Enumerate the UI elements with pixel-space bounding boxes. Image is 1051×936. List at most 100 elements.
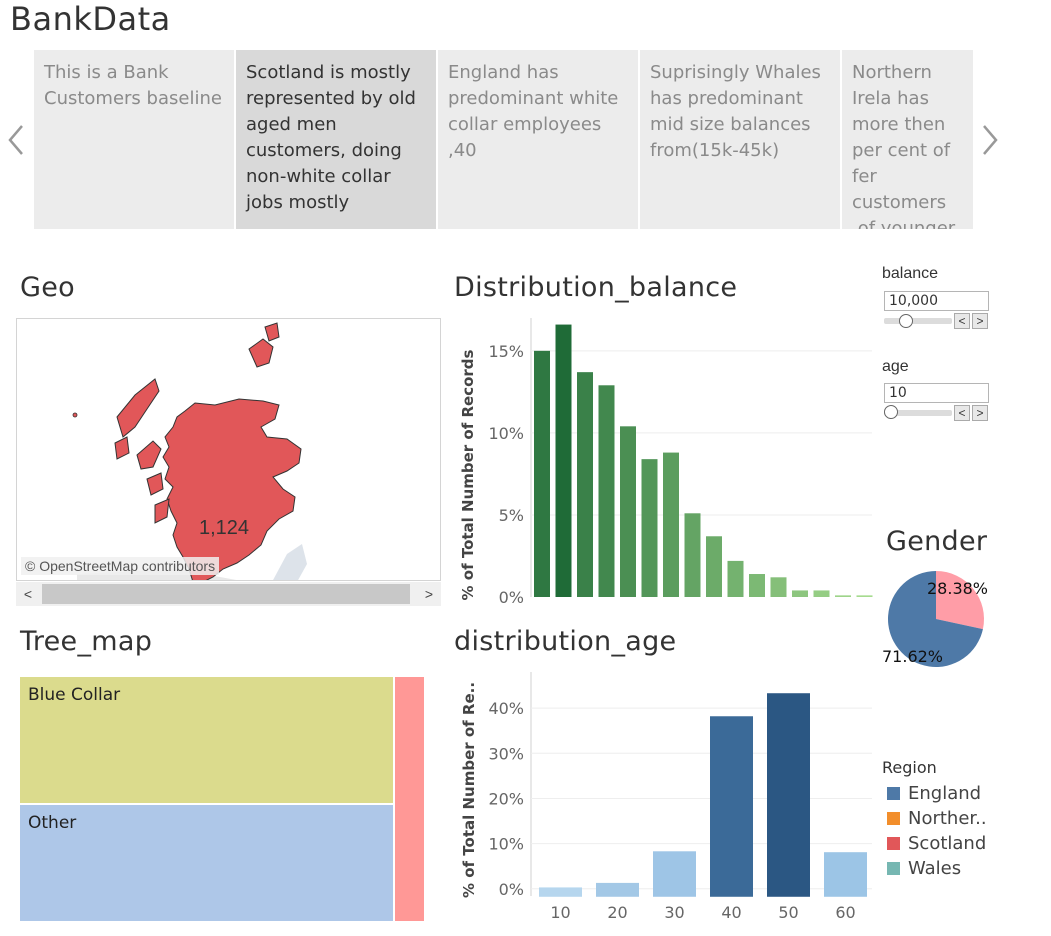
- story-point-4[interactable]: Suprisingly Whales has predominant mid s…: [640, 50, 840, 229]
- pie-slice[interactable]: [888, 571, 983, 667]
- balance-bar[interactable]: [641, 459, 658, 597]
- pie-label-male: 71.62%: [882, 647, 943, 666]
- story-point-5[interactable]: Northern Irela has more then per cent of…: [842, 50, 973, 229]
- treemap-cell-other[interactable]: Other: [20, 805, 393, 921]
- app-title: BankData: [10, 0, 171, 38]
- age-xtick-label: 30: [664, 903, 684, 922]
- age-xtick-label: 10: [550, 903, 570, 922]
- balance-bar[interactable]: [770, 577, 787, 597]
- balance-bar[interactable]: [856, 595, 873, 597]
- legend-item-wales[interactable]: Wales: [887, 856, 987, 881]
- legend-item-england[interactable]: England: [887, 781, 987, 806]
- age-xtick-label: 20: [607, 903, 627, 922]
- legend-label: England: [908, 783, 982, 804]
- balance-bar[interactable]: [663, 452, 679, 597]
- balance-bar[interactable]: [813, 590, 830, 597]
- scroll-right-button[interactable]: >: [424, 586, 434, 602]
- legend-label: Scotland: [908, 833, 987, 854]
- balance-bar[interactable]: [727, 560, 744, 597]
- scotland-region[interactable]: [162, 398, 302, 581]
- legend-swatch: [887, 837, 900, 850]
- age-xtick-label: 40: [721, 903, 741, 922]
- age-ytick-label: 20%: [488, 789, 524, 808]
- geo-title: Geo: [20, 272, 75, 303]
- age-ytick-label: 10%: [488, 835, 524, 854]
- age-ytick-label: 30%: [488, 744, 524, 763]
- balance-chart: % of Total Number of Records 15% 10% 5% 0%: [459, 318, 873, 607]
- legend-label: Wales: [908, 858, 962, 879]
- gender-pie[interactable]: 28.38% 71.62%: [880, 570, 1000, 670]
- pie-label-female: 28.38%: [927, 579, 988, 598]
- legend-swatch: [887, 862, 900, 875]
- balance-bar[interactable]: [749, 574, 765, 597]
- balance-param-input[interactable]: [884, 291, 989, 311]
- age-bar[interactable]: [539, 887, 582, 897]
- region-legend: England Norther.. Scotland Wales: [887, 781, 987, 881]
- geo-map[interactable]: 1,124 © OpenStreetMap contributors: [16, 318, 441, 581]
- age-xtick-label: 60: [835, 903, 855, 922]
- chevron-right-icon: [983, 125, 998, 155]
- story-point-2[interactable]: Scotland is mostly represented by old ag…: [236, 50, 436, 229]
- story-point-1[interactable]: This is a Bank Customers baseline: [34, 50, 234, 229]
- balance-bar[interactable]: [706, 536, 722, 597]
- age-ytick-label: 0%: [499, 880, 524, 899]
- age-bar[interactable]: [596, 882, 639, 897]
- age-slider-knob[interactable]: [884, 405, 898, 419]
- legend-item-northern-ireland[interactable]: Norther..: [887, 806, 987, 831]
- treemap-cell-blue-collar[interactable]: Blue Collar: [20, 677, 393, 803]
- age-ytick-label: 40%: [488, 699, 524, 718]
- treemap: Blue Collar Other: [20, 677, 424, 921]
- balance-slider-track[interactable]: [884, 318, 952, 324]
- age-slider-track[interactable]: [884, 410, 952, 416]
- balance-bar[interactable]: [835, 595, 851, 597]
- balance-step-next[interactable]: >: [972, 313, 988, 329]
- story-strip: This is a Bank Customers baseline Scotla…: [34, 50, 973, 229]
- balance-ytick-label: 0%: [499, 588, 524, 607]
- balance-bar[interactable]: [620, 426, 636, 597]
- legend-swatch: [887, 787, 900, 800]
- age-xtick-label: 50: [778, 903, 798, 922]
- age-bar[interactable]: [710, 716, 753, 897]
- story-prev-button[interactable]: [4, 120, 28, 160]
- balance-slider-knob[interactable]: [899, 314, 914, 328]
- balance-chart-title: Distribution_balance: [454, 272, 738, 303]
- age-chart: % of Total Number of Re.. 40% 30% 20% 10% 0%…: [460, 672, 872, 922]
- balance-param-label: balance: [882, 265, 939, 282]
- balance-bar[interactable]: [684, 513, 701, 597]
- balance-ytick-label: 10%: [488, 424, 524, 443]
- treemap-title: Tree_map: [20, 626, 153, 657]
- chevron-left-icon: [8, 125, 23, 155]
- gender-title: Gender: [886, 526, 988, 557]
- region-legend-title: Region: [882, 758, 937, 777]
- map-scrollbar[interactable]: < >: [16, 582, 441, 606]
- legend-swatch: [887, 812, 900, 825]
- age-bar[interactable]: [824, 852, 867, 897]
- balance-bar[interactable]: [555, 324, 572, 597]
- map-value-label: 1,124: [199, 517, 250, 539]
- scroll-thumb[interactable]: [42, 584, 410, 604]
- balance-bar[interactable]: [577, 372, 593, 597]
- balance-bar[interactable]: [598, 385, 615, 597]
- age-bar[interactable]: [767, 693, 810, 897]
- age-param-input[interactable]: [884, 383, 989, 403]
- balance-ytick-label: 15%: [488, 342, 524, 361]
- age-chart-title: distribution_age: [454, 626, 677, 657]
- legend-item-scotland[interactable]: Scotland: [887, 831, 987, 856]
- balance-ytick-label: 5%: [499, 506, 524, 525]
- age-bar[interactable]: [653, 851, 696, 897]
- balance-step-prev[interactable]: <: [954, 313, 970, 329]
- balance-ylabel: % of Total Number of Records: [459, 349, 477, 600]
- age-step-next[interactable]: >: [972, 405, 988, 421]
- scroll-left-button[interactable]: <: [23, 586, 33, 602]
- pie-slice[interactable]: [936, 571, 984, 630]
- map-credit: © OpenStreetMap contributors: [21, 557, 220, 575]
- story-point-3[interactable]: England has predominant white collar emp…: [438, 50, 638, 229]
- story-next-button[interactable]: [978, 120, 1002, 160]
- balance-bar[interactable]: [534, 350, 550, 597]
- scotland-map[interactable]: [17, 319, 441, 581]
- balance-bar[interactable]: [792, 590, 808, 597]
- age-step-prev[interactable]: <: [954, 405, 970, 421]
- age-ylabel: % of Total Number of Re..: [460, 682, 478, 898]
- treemap-cell-white-collar[interactable]: [395, 677, 424, 921]
- age-param-label: age: [882, 358, 909, 375]
